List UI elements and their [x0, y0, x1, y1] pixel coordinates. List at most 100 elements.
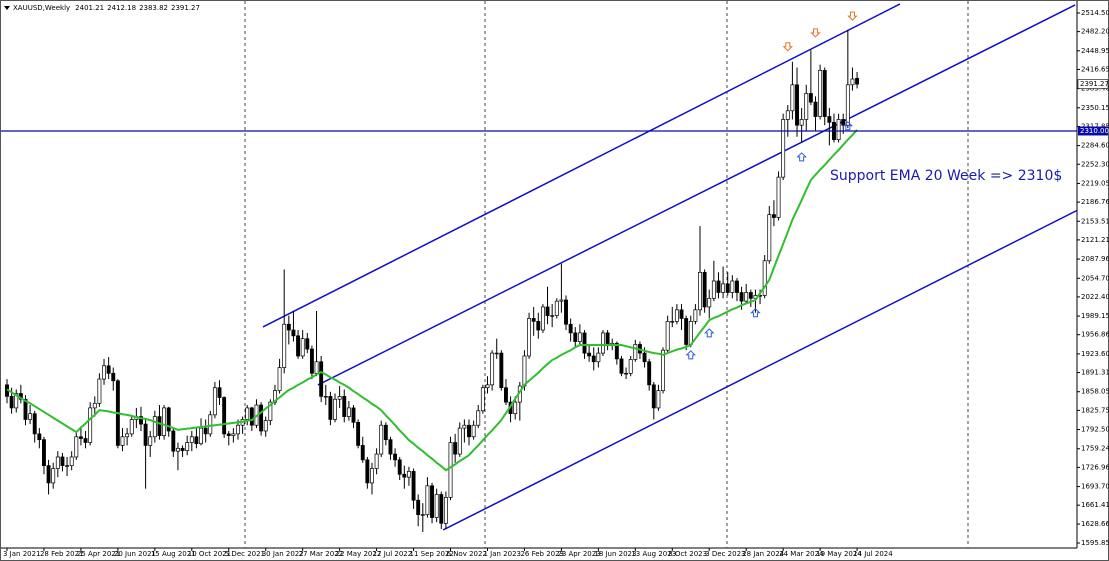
candle-body [259, 404, 264, 432]
x-tick-label: 26 Feb 2023 [520, 550, 564, 558]
x-tick-label: 28 Feb 2021 [40, 550, 84, 558]
trendline [317, 4, 1076, 386]
y-tick-label: 2186.76 [1081, 198, 1109, 206]
y-tick-label: 1628.66 [1081, 520, 1109, 528]
candle-body [374, 453, 379, 469]
candle-body [762, 260, 767, 296]
candle-body [735, 280, 739, 293]
candle-body [670, 321, 675, 323]
arrow-marker [750, 308, 761, 318]
x-tick-label: 20 Jun 2021 [114, 550, 156, 558]
candle-body [286, 323, 291, 331]
y-tick-label: 1595.85 [1081, 539, 1109, 547]
trendline [442, 209, 1077, 531]
candle-body [129, 419, 134, 435]
candle-body [166, 407, 171, 432]
arrow-marker [782, 42, 793, 52]
x-tick-label: 24 Mar 2024 [779, 550, 824, 558]
candle-body [236, 424, 240, 435]
candle-body [32, 413, 37, 435]
candle-body [42, 439, 46, 466]
y-tick-label: 2284.60 [1081, 142, 1109, 150]
candle-body [212, 387, 217, 416]
candle-body [46, 465, 51, 484]
candle-body [684, 318, 689, 345]
candle-body [388, 439, 393, 455]
candle-body [804, 93, 809, 120]
x-tick-label: 17 Jul 2022 [373, 550, 413, 558]
candle-body [531, 318, 536, 322]
candle-body [471, 424, 476, 438]
candle-body [605, 332, 610, 345]
y-tick-label: 2482.20 [1081, 28, 1109, 36]
x-tick-label: 8 Oct 2023 [668, 550, 707, 558]
candle-body [171, 430, 176, 452]
symbol: XAUUSD,Weekly [13, 4, 70, 12]
price-label: 2391.27 [1080, 80, 1109, 88]
candle-body [346, 407, 351, 417]
candle-body [582, 332, 587, 354]
x-tick-label: 25 Apr 2021 [77, 550, 120, 558]
candle-body [453, 442, 458, 455]
x-tick-label: 10 Oct 2021 [188, 550, 231, 558]
high: 2412.18 [107, 4, 136, 12]
x-tick-label: 30 Jan 2022 [262, 550, 304, 558]
candle-body [485, 384, 490, 389]
y-tick-label: 1693.70 [1081, 483, 1109, 491]
candle-body [679, 309, 684, 319]
candle-body [661, 349, 665, 391]
candle-body [194, 436, 199, 445]
y-tick-label: 1989.15 [1081, 312, 1109, 320]
candle-body [448, 442, 453, 498]
candle-body [462, 424, 467, 429]
candle-body [139, 416, 143, 425]
candle-body [513, 401, 518, 415]
candle-body [647, 361, 652, 386]
candle-body [245, 407, 250, 420]
y-tick-label: 2121.21 [1081, 236, 1109, 244]
candle-body [855, 77, 860, 85]
candle-body [106, 365, 111, 374]
y-tick-label: 1792.50 [1081, 426, 1109, 434]
candle-body [402, 473, 407, 478]
candle-body [845, 84, 850, 126]
x-tick-label: 3 Jan 2021 [3, 550, 41, 558]
candle-body [268, 401, 273, 421]
candle-body [850, 78, 855, 86]
candle-body [111, 372, 116, 382]
candle-body [333, 398, 337, 420]
arrow-marker [810, 28, 821, 38]
y-tick-label: 1891.31 [1081, 369, 1109, 377]
y-tick-label: 2514.50 [1081, 9, 1109, 17]
y-tick-label: 2054.70 [1081, 274, 1109, 282]
candle-body [725, 283, 730, 293]
candle-body [494, 352, 499, 355]
y-tick-label: 2219.05 [1081, 179, 1109, 187]
candle-body [711, 280, 716, 299]
plot [5, 3, 1077, 532]
candle-body [624, 372, 629, 375]
candle-body [51, 468, 56, 484]
header: XAUUSD,Weekly 2401.21 2412.18 2383.82 2391.2… [13, 4, 200, 12]
candle-body [383, 424, 388, 440]
candle-body [601, 332, 605, 354]
y-tick-label: 1726.96 [1081, 463, 1109, 471]
candle-body [203, 427, 208, 435]
candle-body [217, 387, 222, 398]
candle-body [527, 318, 532, 357]
candle-body [813, 101, 818, 117]
support-label: 2310.00 [1080, 127, 1109, 135]
candle-body [65, 465, 70, 467]
support-label-bg [1078, 126, 1108, 136]
candle-body [14, 393, 19, 409]
candle-body [37, 433, 42, 440]
candle-body [480, 387, 485, 412]
y-tick-label: 2087.96 [1081, 255, 1109, 263]
candle-body [323, 396, 328, 398]
candle-body [83, 438, 88, 443]
x-tick-label: 22 May 2022 [336, 550, 382, 558]
candle-body [573, 332, 578, 342]
candle-body [55, 456, 60, 469]
x-tick-label: 19 May 2024 [816, 550, 862, 558]
candle-body [795, 84, 799, 126]
